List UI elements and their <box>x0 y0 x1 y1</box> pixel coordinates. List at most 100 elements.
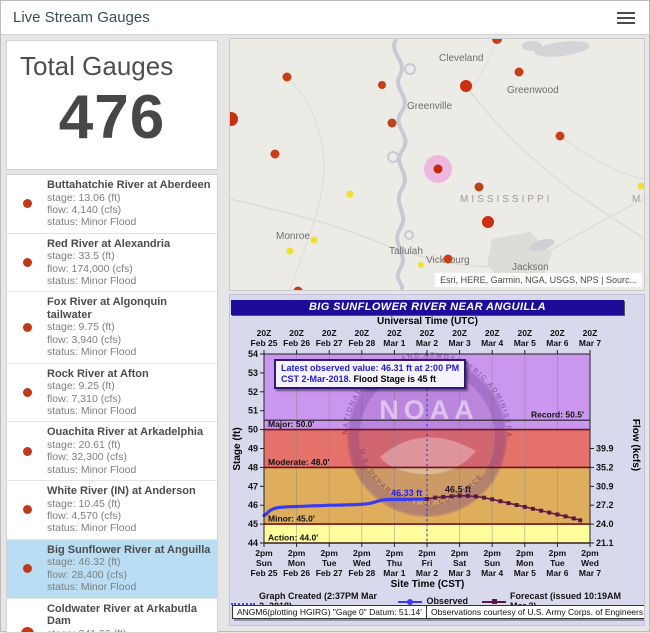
svg-text:Sat: Sat <box>453 558 466 568</box>
gauge-flow: flow: 3,940 (cfs) <box>47 333 122 346</box>
svg-text:Wed: Wed <box>353 558 371 568</box>
gauge-list-item[interactable]: Red River at Alexandria stage: 33.5 (ft) f… <box>7 234 217 293</box>
app-title: Live Stream Gauges <box>13 9 150 26</box>
svg-text:20Z: 20Z <box>517 328 532 338</box>
gauge-name: White River (IN) at Anderson <box>47 485 196 498</box>
map-gauge-marker[interactable] <box>492 39 502 44</box>
map-gauge-marker[interactable] <box>378 81 386 89</box>
svg-text:Mar 3: Mar 3 <box>448 338 470 348</box>
map-gauge-marker[interactable] <box>443 254 453 264</box>
svg-text:51: 51 <box>248 406 258 416</box>
svg-text:Fri: Fri <box>422 558 433 568</box>
svg-text:Mar 1: Mar 1 <box>383 338 405 348</box>
stage-axis-title: Stage (ft) <box>232 427 243 470</box>
map-gauge-marker[interactable] <box>418 262 424 268</box>
total-gauges-value: 476 <box>58 83 166 152</box>
svg-text:2pm: 2pm <box>288 548 306 558</box>
gauge-list-item[interactable]: Fox River at Algonquin tailwater stage: 9… <box>7 292 217 364</box>
map-gauge-marker[interactable] <box>286 247 294 255</box>
map-gauge-marker[interactable] <box>433 164 443 174</box>
svg-text:Thu: Thu <box>387 558 403 568</box>
gauge-name: Coldwater River at Arkabutla Dam <box>47 602 197 628</box>
map-gauge-marker[interactable] <box>282 72 292 82</box>
infobox-flood-stage: Flood Stage is 45 ft <box>351 374 437 384</box>
svg-text:20Z: 20Z <box>452 328 467 338</box>
gauge-stage: stage: 46.32 (ft) <box>47 556 121 569</box>
svg-text:20Z: 20Z <box>322 328 337 338</box>
svg-text:2pm: 2pm <box>386 548 404 558</box>
map-gauge-marker[interactable] <box>310 236 318 244</box>
svg-text:Mar 7: Mar 7 <box>579 568 601 578</box>
flow-axis-title: Flow (kcfs) <box>630 419 641 471</box>
map-gauge-marker[interactable] <box>270 149 280 159</box>
svg-text:Mar 2: Mar 2 <box>416 568 438 578</box>
gauge-list-item[interactable]: Big Sunflower River at Anguilla stage: 46… <box>7 539 217 599</box>
svg-text:47: 47 <box>248 481 258 491</box>
gauge-list-item[interactable]: Rock River at Afton stage: 9.25 (ft) flow:… <box>7 364 217 423</box>
gauge-name: Ouachita River at Arkadelphia <box>47 426 204 439</box>
svg-text:46: 46 <box>248 500 258 510</box>
map-gauge-marker[interactable] <box>555 131 565 141</box>
svg-text:45: 45 <box>248 519 258 529</box>
gauge-list-item[interactable]: Ouachita River at Arkadelphia stage: 20.6… <box>7 422 217 482</box>
svg-text:53: 53 <box>248 368 258 378</box>
map-gauge-marker[interactable] <box>482 216 494 228</box>
svg-text:30.9: 30.9 <box>596 481 614 491</box>
gauge-status: status: Minor Flood <box>47 346 137 359</box>
svg-text:2pm: 2pm <box>353 548 371 558</box>
svg-text:Feb 28: Feb 28 <box>348 338 375 348</box>
svg-text:Mar 3: Mar 3 <box>448 568 470 578</box>
svg-text:20Z: 20Z <box>583 328 598 338</box>
map-gauge-marker[interactable] <box>387 118 397 128</box>
gauge-stage: stage: 33.5 (ft) <box>47 250 115 263</box>
hydrograph-panel: BIG SUNFLOWER RIVER NEAR ANGUILLA Univer… <box>229 294 645 626</box>
hamburger-menu-icon[interactable] <box>617 12 635 24</box>
gauge-stage: stage: 9.75 (ft) <box>47 321 115 334</box>
svg-text:20Z: 20Z <box>289 328 304 338</box>
svg-text:Mar 6: Mar 6 <box>546 338 568 348</box>
svg-text:52: 52 <box>248 387 258 397</box>
svg-text:Mar 7: Mar 7 <box>579 338 601 348</box>
map-panel[interactable]: Cleveland Greenwood Greenville MISSISSIPPI M… <box>229 38 645 291</box>
svg-text:20Z: 20Z <box>387 328 402 338</box>
forecast-swatch <box>481 598 506 605</box>
svg-text:2pm: 2pm <box>483 548 501 558</box>
map-gauge-marker[interactable] <box>293 286 303 291</box>
gauge-list-item[interactable]: Buttahatchie River at Aberdeen stage: 13.… <box>7 175 217 234</box>
gauge-list-item[interactable]: Coldwater River at Arkabutla Damstage: 2… <box>7 599 217 632</box>
map-gauge-marker[interactable] <box>637 182 645 190</box>
svg-text:Feb 26: Feb 26 <box>283 568 310 578</box>
total-gauges-label: Total Gauges <box>20 51 174 81</box>
map-gauge-marker[interactable] <box>474 182 484 192</box>
gauge-stage: stage: 10.45 (ft) <box>47 497 121 510</box>
gauge-name: Fox River at Algonquin tailwater <box>47 296 167 321</box>
map-gauge-marker[interactable] <box>460 80 472 92</box>
svg-text:35.2: 35.2 <box>596 462 614 472</box>
map-gauge-marker[interactable] <box>514 67 524 77</box>
gauge-list-card: Buttahatchie River at Aberdeen stage: 13.… <box>6 174 218 633</box>
map-gauge-marker[interactable] <box>230 112 238 126</box>
gauge-flow: flow: 28,400 (cfs) <box>47 568 127 581</box>
svg-text:20Z: 20Z <box>257 328 272 338</box>
map-place-label: Monroe <box>276 231 310 242</box>
svg-text:2pm: 2pm <box>516 548 534 558</box>
gauge-list: Buttahatchie River at Aberdeen stage: 13.… <box>7 175 217 632</box>
gauge-flow: flow: 4,570 (cfs) <box>47 510 122 522</box>
map-gauge-marker[interactable] <box>346 190 354 198</box>
svg-text:2pm: 2pm <box>451 548 469 558</box>
gauge-name: Big Sunflower River at Anguilla <box>47 543 211 556</box>
map-canvas[interactable]: Cleveland Greenwood Greenville MISSISSIPPI M… <box>230 39 644 290</box>
svg-text:Mar 4: Mar 4 <box>481 568 503 578</box>
svg-text:2pm: 2pm <box>320 548 338 558</box>
svg-text:Feb 27: Feb 27 <box>316 338 343 348</box>
gauge-list-item[interactable]: White River (IN) at Anderson stage: 10.45… <box>7 481 217 540</box>
gauge-status-dot <box>20 627 34 632</box>
gauge-status-dot <box>22 199 32 209</box>
svg-text:Mar 4: Mar 4 <box>481 338 503 348</box>
svg-text:50: 50 <box>248 425 258 435</box>
flood-threshold-label: Record: 50.5' <box>531 410 584 420</box>
gauge-status: status: Minor Flood <box>47 463 137 476</box>
svg-text:Feb 27: Feb 27 <box>316 568 343 578</box>
svg-text:21.1: 21.1 <box>596 538 614 548</box>
observed-series <box>262 497 429 518</box>
